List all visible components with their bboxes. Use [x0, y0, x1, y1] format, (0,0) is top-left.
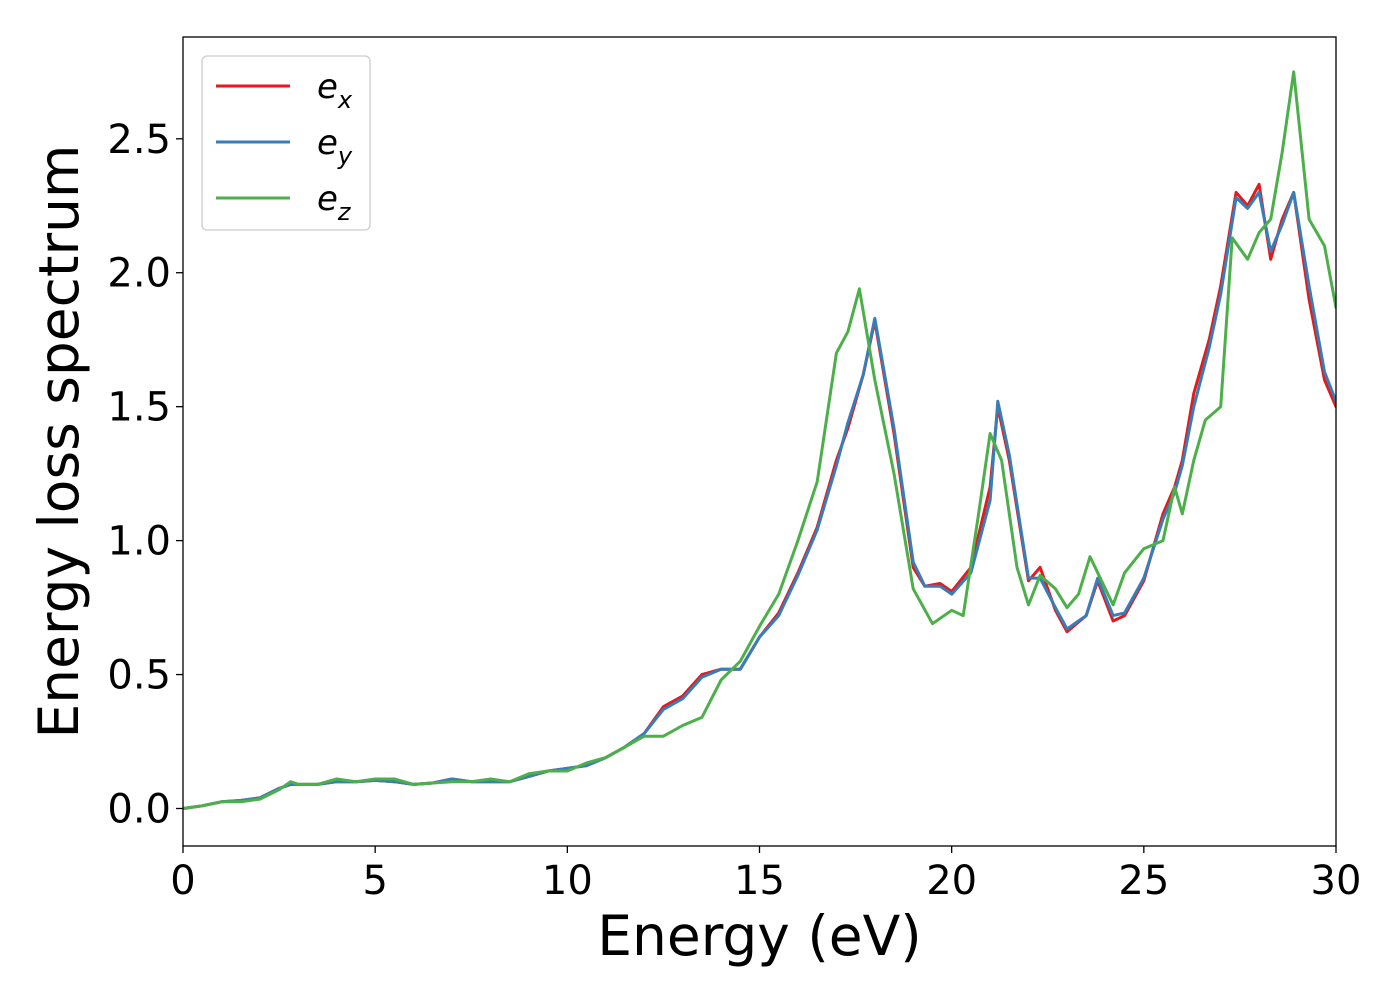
x-tick-label: 0 — [170, 858, 195, 904]
series-layer — [183, 70, 1336, 810]
legend-label-e-x: ex — [317, 67, 353, 114]
legend-label-base: e — [317, 123, 338, 163]
legend-label-e-y: ey — [317, 123, 353, 170]
legend-label-subscript: z — [337, 198, 352, 226]
x-tick-label: 10 — [542, 858, 593, 904]
legend-label-base: e — [317, 179, 338, 219]
y-tick-label: 2.5 — [107, 117, 171, 163]
y-tick-label: 0.5 — [107, 653, 171, 699]
y-axis-label: Energy loss spectrum — [27, 144, 91, 738]
y-tick-label: 1.0 — [107, 519, 171, 565]
ticks-layer: 0 5 10 15 20 25 30 0.0 0.5 1.0 1.5 2.0 2.5 — [107, 117, 1361, 904]
x-tick-label: 30 — [1311, 858, 1362, 904]
legend-label-base: e — [317, 67, 338, 107]
x-tick-label: 20 — [926, 858, 977, 904]
x-axis-label: Energy (eV) — [597, 904, 921, 968]
y-tick-label: 2.0 — [107, 251, 171, 297]
legend-label-e-z: ez — [317, 179, 352, 226]
legend-label-subscript: x — [337, 86, 353, 114]
y-tick-label: 1.5 — [107, 385, 171, 431]
x-tick-label: 25 — [1118, 858, 1169, 904]
x-tick-label: 5 — [362, 858, 387, 904]
series-line-e-x — [183, 182, 1336, 810]
series-line-e-y — [183, 190, 1336, 810]
series-line-e-z — [183, 70, 1336, 810]
legend-label-subscript: y — [337, 142, 353, 170]
x-tick-label: 15 — [734, 858, 785, 904]
y-tick-label: 0.0 — [107, 786, 171, 832]
